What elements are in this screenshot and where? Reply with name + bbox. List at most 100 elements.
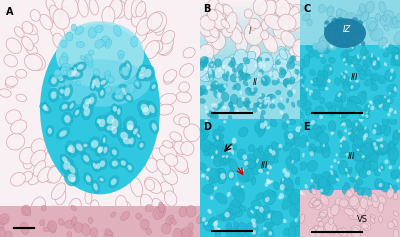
Ellipse shape bbox=[290, 220, 299, 228]
Ellipse shape bbox=[68, 198, 81, 217]
Ellipse shape bbox=[102, 135, 107, 145]
Ellipse shape bbox=[10, 173, 26, 186]
Ellipse shape bbox=[164, 75, 174, 84]
Ellipse shape bbox=[310, 70, 316, 76]
Ellipse shape bbox=[345, 192, 350, 197]
Ellipse shape bbox=[302, 193, 305, 196]
Ellipse shape bbox=[246, 102, 252, 110]
Ellipse shape bbox=[263, 63, 266, 68]
Ellipse shape bbox=[310, 80, 313, 84]
Ellipse shape bbox=[259, 104, 262, 107]
Ellipse shape bbox=[308, 51, 314, 58]
Ellipse shape bbox=[275, 0, 290, 17]
Ellipse shape bbox=[306, 88, 308, 91]
Ellipse shape bbox=[262, 19, 269, 31]
Ellipse shape bbox=[300, 214, 304, 223]
Ellipse shape bbox=[64, 170, 79, 186]
Ellipse shape bbox=[241, 185, 244, 188]
Ellipse shape bbox=[369, 54, 377, 63]
Ellipse shape bbox=[95, 144, 106, 156]
Ellipse shape bbox=[346, 170, 351, 176]
Ellipse shape bbox=[366, 111, 368, 113]
Ellipse shape bbox=[381, 182, 390, 192]
Ellipse shape bbox=[366, 153, 374, 162]
Ellipse shape bbox=[314, 202, 322, 210]
Ellipse shape bbox=[202, 184, 214, 194]
Ellipse shape bbox=[265, 182, 268, 187]
Ellipse shape bbox=[66, 162, 78, 177]
Ellipse shape bbox=[286, 120, 290, 124]
Ellipse shape bbox=[6, 133, 25, 150]
Ellipse shape bbox=[130, 178, 143, 197]
Ellipse shape bbox=[292, 160, 294, 164]
Ellipse shape bbox=[295, 69, 300, 74]
Ellipse shape bbox=[309, 93, 311, 96]
Ellipse shape bbox=[328, 79, 330, 82]
Ellipse shape bbox=[95, 117, 102, 126]
Ellipse shape bbox=[251, 89, 254, 92]
Ellipse shape bbox=[360, 47, 366, 56]
Text: III: III bbox=[261, 161, 269, 170]
Ellipse shape bbox=[131, 7, 146, 27]
Ellipse shape bbox=[271, 150, 276, 156]
Ellipse shape bbox=[84, 172, 93, 185]
Ellipse shape bbox=[94, 25, 103, 33]
Ellipse shape bbox=[292, 102, 295, 107]
Ellipse shape bbox=[310, 201, 316, 205]
Ellipse shape bbox=[104, 123, 117, 133]
Ellipse shape bbox=[349, 96, 359, 104]
Ellipse shape bbox=[329, 67, 332, 71]
Ellipse shape bbox=[248, 88, 252, 92]
Ellipse shape bbox=[244, 59, 258, 75]
Ellipse shape bbox=[268, 221, 274, 228]
Ellipse shape bbox=[270, 104, 275, 109]
Ellipse shape bbox=[322, 148, 330, 158]
Ellipse shape bbox=[157, 36, 174, 55]
Bar bbox=[200, 45, 300, 50]
Ellipse shape bbox=[343, 75, 349, 86]
Ellipse shape bbox=[389, 110, 391, 113]
Ellipse shape bbox=[253, 216, 260, 222]
Ellipse shape bbox=[248, 145, 255, 152]
Ellipse shape bbox=[267, 96, 270, 102]
Ellipse shape bbox=[331, 20, 341, 30]
Ellipse shape bbox=[4, 55, 18, 67]
Ellipse shape bbox=[230, 68, 232, 73]
Ellipse shape bbox=[274, 48, 291, 70]
Ellipse shape bbox=[80, 99, 92, 112]
Ellipse shape bbox=[256, 211, 265, 222]
Ellipse shape bbox=[369, 29, 376, 37]
Ellipse shape bbox=[105, 74, 113, 82]
Ellipse shape bbox=[358, 143, 366, 152]
Ellipse shape bbox=[212, 129, 221, 139]
Ellipse shape bbox=[46, 0, 56, 13]
Bar bbox=[200, 55, 300, 59]
Ellipse shape bbox=[323, 184, 333, 196]
Ellipse shape bbox=[266, 178, 270, 183]
Ellipse shape bbox=[371, 84, 377, 91]
Ellipse shape bbox=[333, 21, 342, 29]
Ellipse shape bbox=[348, 187, 354, 197]
Ellipse shape bbox=[319, 210, 328, 218]
Ellipse shape bbox=[263, 210, 276, 220]
Ellipse shape bbox=[160, 205, 169, 217]
Ellipse shape bbox=[121, 201, 133, 220]
Ellipse shape bbox=[369, 146, 380, 157]
Ellipse shape bbox=[364, 163, 370, 170]
Ellipse shape bbox=[258, 97, 262, 102]
Ellipse shape bbox=[383, 53, 388, 57]
Ellipse shape bbox=[116, 195, 127, 212]
Ellipse shape bbox=[162, 223, 171, 234]
Ellipse shape bbox=[150, 120, 159, 134]
Ellipse shape bbox=[98, 177, 105, 183]
Ellipse shape bbox=[372, 193, 378, 202]
Ellipse shape bbox=[109, 158, 120, 169]
Ellipse shape bbox=[80, 56, 86, 60]
Ellipse shape bbox=[318, 70, 324, 76]
Ellipse shape bbox=[395, 14, 400, 22]
Ellipse shape bbox=[234, 222, 239, 228]
Ellipse shape bbox=[230, 105, 235, 110]
Ellipse shape bbox=[330, 165, 333, 168]
Ellipse shape bbox=[394, 57, 400, 64]
Ellipse shape bbox=[243, 98, 250, 107]
